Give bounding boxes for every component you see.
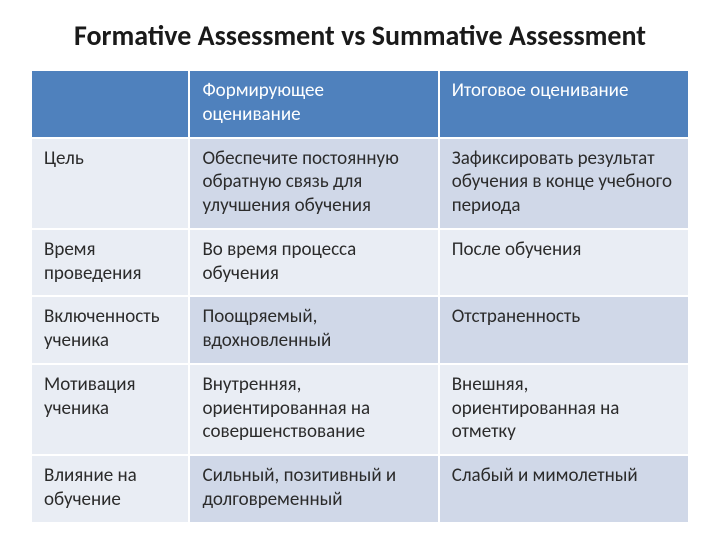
table-header: Формирующее оценивание Итоговое оцениван… [32, 71, 688, 138]
slide: Formative Assessment vs Summative Assess… [0, 0, 720, 542]
row-cell: Во время процесса обучения [189, 229, 438, 297]
table-row: ЦельОбеспечите постоянную обратную связь… [32, 138, 688, 229]
row-cell: Обеспечите постоянную обратную связь для… [189, 138, 438, 229]
row-cell: Внешняя, ориентированная на отметку [439, 364, 688, 455]
table-row: Влияние на обучениеСильный, позитивный и… [32, 455, 688, 522]
table-body: ЦельОбеспечите постоянную обратную связь… [32, 138, 688, 522]
table-row: Включенность ученикаПоощряемый, вдохновл… [32, 296, 688, 364]
row-label: Влияние на обучение [32, 455, 189, 522]
table-row: Мотивация ученикаВнутренняя, ориентирова… [32, 364, 688, 455]
row-cell: Отстраненность [439, 296, 688, 364]
row-cell: Поощряемый, вдохновленный [189, 296, 438, 364]
row-label: Цель [32, 138, 189, 229]
row-cell: Сильный, позитивный и долговременный [189, 455, 438, 522]
table-row: Время проведенияВо время процесса обучен… [32, 229, 688, 297]
header-cell-summative: Итоговое оценивание [439, 71, 688, 138]
row-label: Мотивация ученика [32, 364, 189, 455]
row-cell: Внутренняя, ориентированная на совершенс… [189, 364, 438, 455]
header-cell-blank [32, 71, 189, 138]
page-title: Formative Assessment vs Summative Assess… [32, 18, 688, 53]
comparison-table: Формирующее оценивание Итоговое оцениван… [32, 71, 688, 522]
row-label: Включенность ученика [32, 296, 189, 364]
row-cell: Слабый и мимолетный [439, 455, 688, 522]
row-label: Время проведения [32, 229, 189, 297]
row-cell: Зафиксировать результат обучения в конце… [439, 138, 688, 229]
row-cell: После обучения [439, 229, 688, 297]
header-cell-formative: Формирующее оценивание [189, 71, 438, 138]
